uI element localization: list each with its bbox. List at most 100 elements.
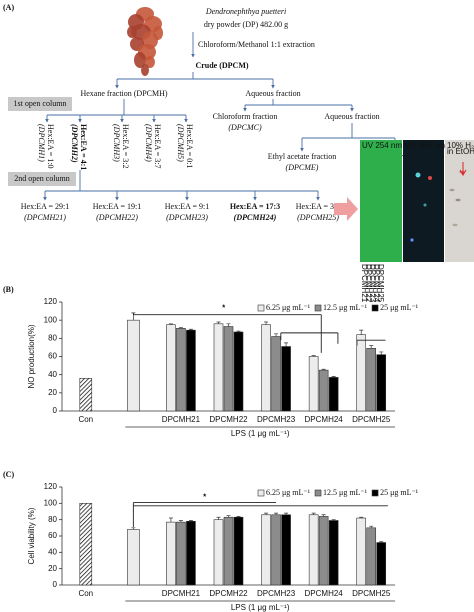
bar (261, 324, 271, 412)
tlc-spot (455, 198, 461, 202)
x-tick-label: DPCMH22 (209, 589, 248, 598)
fraction-code: (DPCMH1) (37, 124, 46, 162)
error-bar (331, 519, 336, 521)
y-axis-label: NO production(%) (27, 324, 36, 388)
significance-star: * (222, 303, 226, 312)
bar (213, 519, 224, 586)
powder-label: dry powder (DP) 482.00 g (204, 20, 288, 29)
fraction-label: Chloroform fraction (213, 112, 278, 121)
fraction-code: (DPCMH24) (234, 213, 277, 222)
error-bar (311, 512, 316, 515)
error-bar (178, 520, 183, 523)
error-bar (226, 515, 231, 518)
x-tick-label: DPCMH25 (352, 589, 391, 598)
red-arrow (459, 162, 467, 176)
fraction-vertical: Hex:EA = 4:1(DPCMH2) (70, 124, 88, 170)
x-group-label: LPS (1 μg mL⁻¹) (231, 603, 290, 612)
column-label: 2nd open column (14, 174, 70, 183)
tlc-lane-label: DPCMH25 (376, 264, 385, 303)
fraction-ratio: Hex:EA = 3:1 (296, 202, 341, 211)
error-bar (274, 333, 279, 337)
tlc-spot (423, 203, 427, 207)
column-label: 1st open column (14, 99, 67, 108)
tlc-uv365 (403, 140, 444, 262)
fraction-code: (DPCMH2) (70, 124, 79, 163)
fraction-vertical: Hex:EA = 3:7(DPCMH4) (144, 124, 162, 169)
tlc-stain (445, 140, 474, 262)
bar (233, 516, 244, 586)
fraction-label: Aqueous fraction (245, 89, 300, 98)
error-bar (188, 520, 193, 522)
bar (271, 336, 281, 412)
fraction-ratio: Hex:EA = 17:3 (230, 202, 280, 211)
coral-photo (134, 52, 146, 68)
tlc-lane: DPCMH21 (360, 264, 369, 303)
column-box (8, 172, 76, 186)
tlc-label: 10% H₂SO₄ (447, 141, 474, 150)
error-bar (264, 512, 269, 515)
error-bar (168, 323, 173, 325)
y-tick-label: 100 (44, 315, 58, 324)
fraction-code: (DPCMH5) (176, 124, 185, 162)
error-bar (168, 517, 173, 523)
error-bar (379, 351, 384, 355)
legend-swatch (371, 489, 379, 497)
x-tick-label: DPCMH21 (162, 415, 201, 424)
error-bar (131, 527, 136, 530)
error-bar (369, 345, 374, 349)
bar (281, 346, 291, 412)
x-tick-label: DPCMH23 (257, 415, 296, 424)
tlc-lane: DPCMH23 (368, 264, 377, 303)
y-tick-label: 0 (53, 580, 58, 589)
legend-label: 25 μg mL⁻¹ (380, 488, 419, 497)
extraction-label: Chloroform/Methanol 1:1 extraction (198, 40, 315, 49)
y-tick-label: 0 (53, 406, 58, 415)
fraction-code: (DPCMH3) (112, 124, 121, 162)
tlc-spot (452, 223, 458, 227)
bar (186, 520, 196, 586)
y-tick-label: 120 (44, 297, 58, 306)
error-bar (236, 330, 241, 332)
y-axis-label: Cell viability (%) (27, 507, 36, 564)
bar (328, 377, 339, 412)
y-tick-label: 20 (48, 564, 57, 573)
bar (223, 326, 234, 412)
x-tick-label: DPCMH23 (257, 589, 296, 598)
fraction-label: Hexane fraction (DPCMH) (80, 89, 167, 98)
legend-label: 6.25 μg mL⁻¹ (266, 488, 311, 497)
x-group-label: LPS (1 μg mL⁻¹) (231, 429, 290, 438)
legend-swatch (314, 489, 322, 497)
error-bar (236, 516, 241, 518)
control-bar (79, 503, 93, 586)
error-bar (274, 512, 279, 515)
legend-swatch (371, 304, 379, 312)
y-tick-label: 40 (48, 547, 57, 556)
bar (366, 527, 377, 586)
error-bar (216, 321, 221, 324)
bar (271, 514, 281, 586)
tlc-lane-label: DPCMH22 (364, 264, 373, 303)
x-tick-label: DPCMH22 (209, 415, 248, 424)
error-bar (284, 512, 289, 515)
bar (308, 514, 319, 586)
error-bar (321, 514, 326, 517)
bar (356, 334, 367, 412)
tlc-lane: DPCMH24 (372, 264, 381, 303)
control-bar (127, 319, 140, 412)
fraction-ratio: Hex:EA = 29:1 (21, 202, 70, 211)
fraction-code: (DPCMH25) (297, 213, 339, 222)
fraction-ratio: Hex:EA = 4:1 (79, 124, 88, 170)
y-tick-label: 80 (48, 515, 57, 524)
error-bar (188, 328, 193, 331)
bar (166, 521, 176, 586)
significance-star: * (203, 493, 207, 502)
error-bar (264, 321, 269, 325)
error-bar (226, 323, 231, 327)
control-bar (79, 377, 93, 412)
error-bar (178, 327, 183, 329)
y-tick-label: 120 (44, 482, 58, 491)
legend-swatch (257, 489, 265, 497)
bar (318, 369, 329, 412)
bar (166, 324, 176, 412)
